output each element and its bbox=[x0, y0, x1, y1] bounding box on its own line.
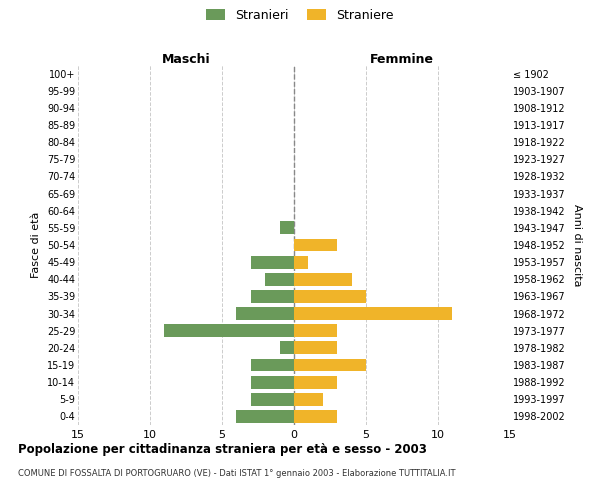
Bar bbox=[236, 307, 294, 320]
Text: Maschi: Maschi bbox=[161, 53, 211, 66]
Bar bbox=[294, 238, 337, 252]
Bar bbox=[294, 410, 337, 423]
Bar bbox=[294, 273, 352, 285]
Y-axis label: Anni di nascita: Anni di nascita bbox=[572, 204, 583, 286]
Bar bbox=[294, 290, 366, 303]
Bar bbox=[294, 256, 308, 268]
Bar bbox=[294, 376, 337, 388]
Bar bbox=[251, 393, 294, 406]
Legend: Stranieri, Straniere: Stranieri, Straniere bbox=[206, 8, 394, 22]
Text: COMUNE DI FOSSALTA DI PORTOGRUARO (VE) - Dati ISTAT 1° gennaio 2003 - Elaborazio: COMUNE DI FOSSALTA DI PORTOGRUARO (VE) -… bbox=[18, 469, 455, 478]
Bar bbox=[251, 290, 294, 303]
Bar bbox=[280, 222, 294, 234]
Bar bbox=[251, 376, 294, 388]
Bar bbox=[294, 358, 366, 372]
Bar bbox=[251, 256, 294, 268]
Bar bbox=[280, 342, 294, 354]
Bar bbox=[294, 393, 323, 406]
Bar bbox=[294, 324, 337, 337]
Bar bbox=[164, 324, 294, 337]
Bar bbox=[251, 358, 294, 372]
Bar bbox=[265, 273, 294, 285]
Y-axis label: Fasce di età: Fasce di età bbox=[31, 212, 41, 278]
Text: Femmine: Femmine bbox=[370, 53, 434, 66]
Bar bbox=[236, 410, 294, 423]
Text: Popolazione per cittadinanza straniera per età e sesso - 2003: Popolazione per cittadinanza straniera p… bbox=[18, 442, 427, 456]
Bar bbox=[294, 342, 337, 354]
Bar bbox=[294, 307, 452, 320]
